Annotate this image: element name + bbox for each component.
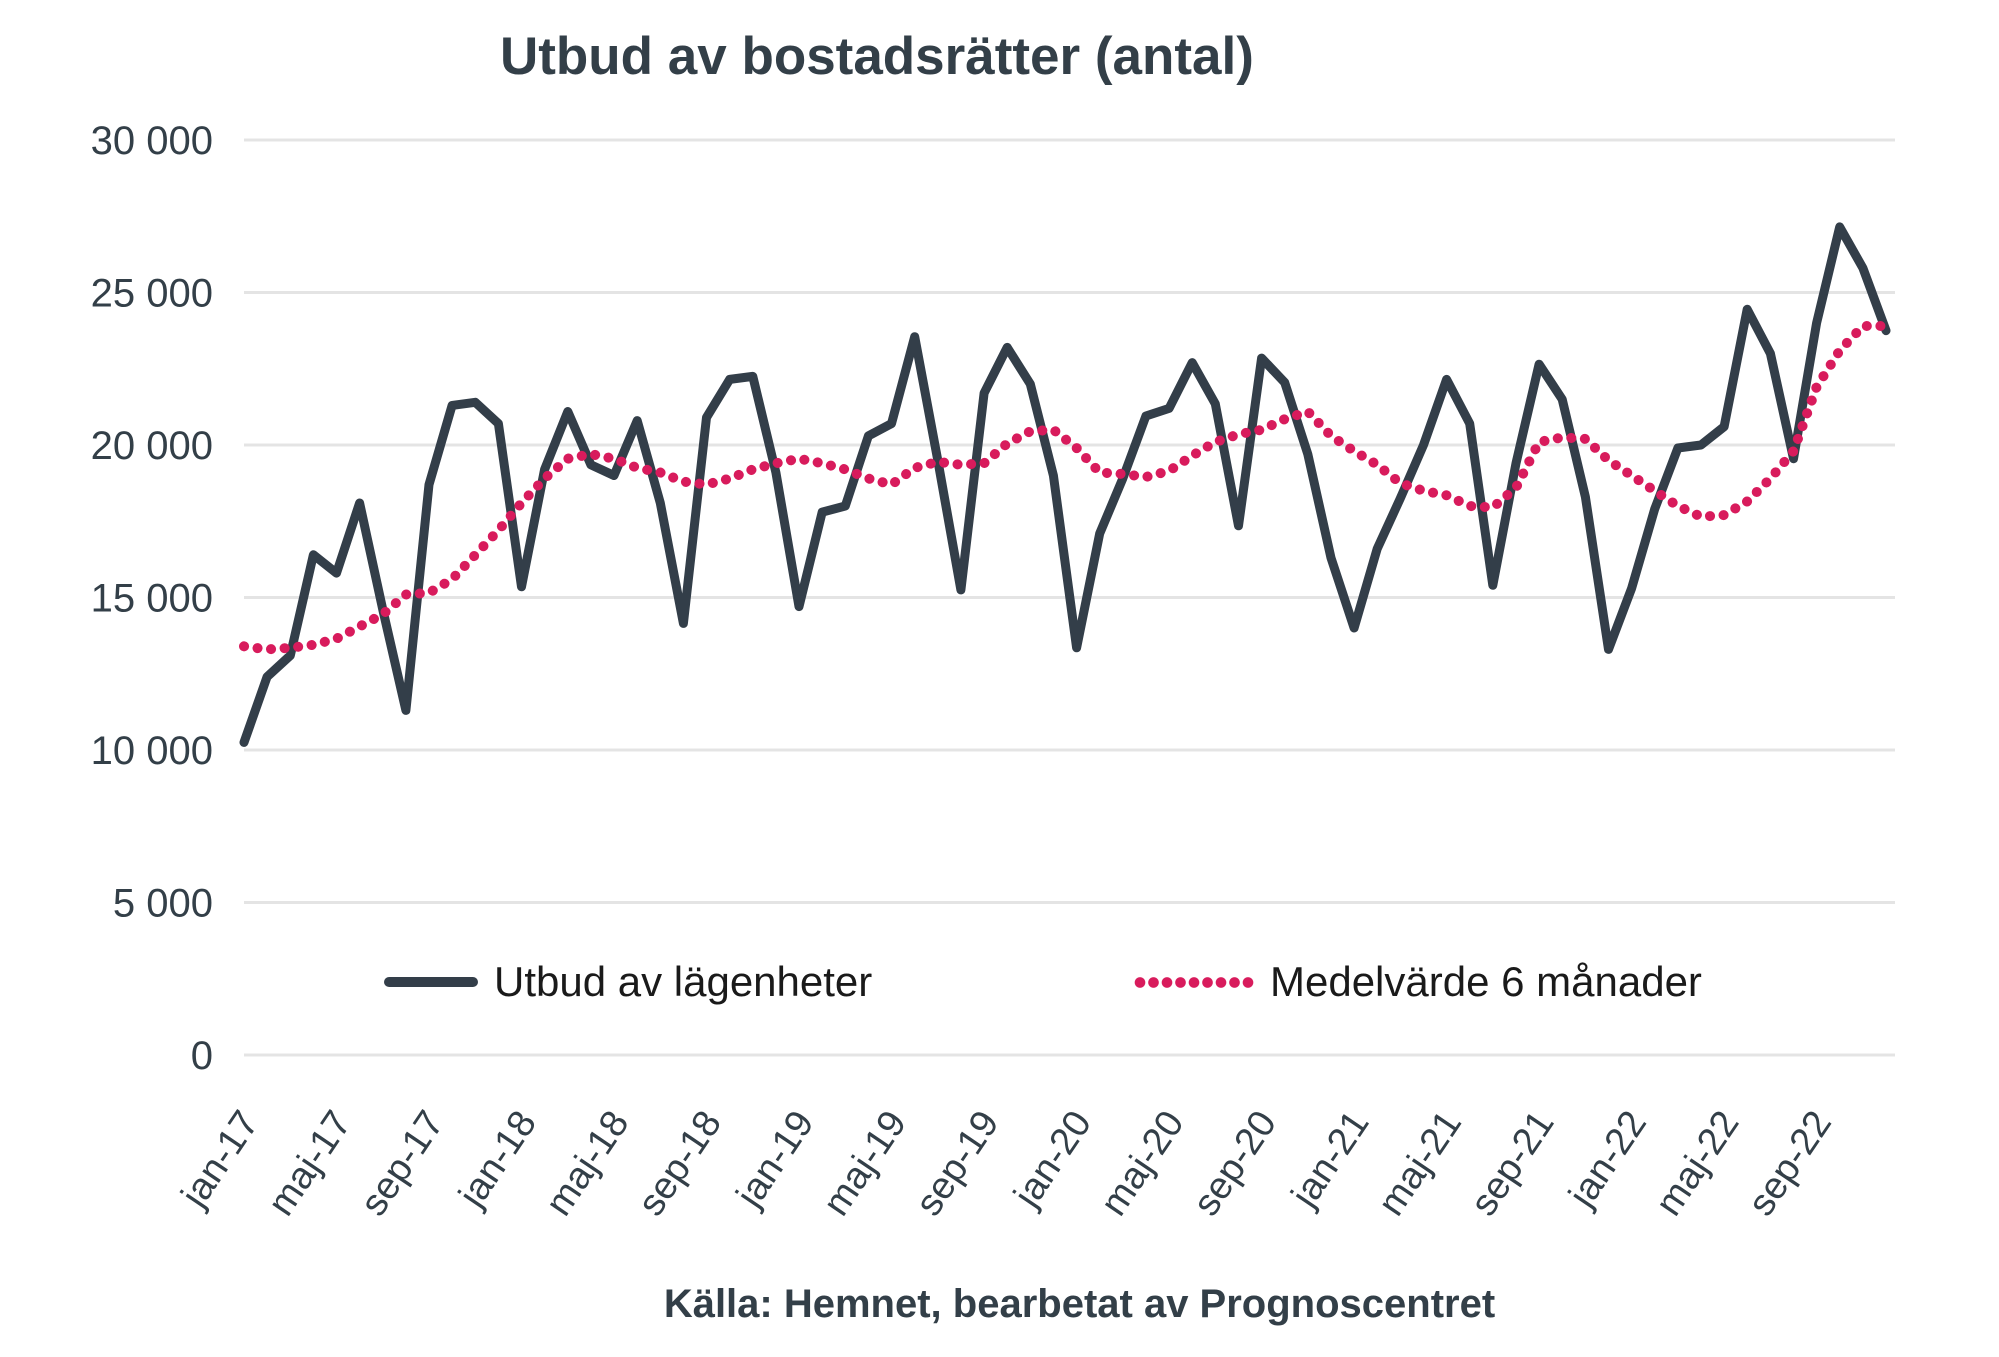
x-tick-label-maj-20: maj-20	[1093, 1104, 1193, 1224]
y-tick-label-30000: 30 000	[91, 119, 213, 163]
x-tick-label-maj-18: maj-18	[538, 1104, 638, 1224]
y-tick-label-25000: 25 000	[91, 272, 213, 316]
x-tick-label-maj-22: maj-22	[1648, 1104, 1748, 1224]
x-tick-label-maj-19: maj-19	[815, 1104, 915, 1224]
y-tick-label-10000: 10 000	[91, 729, 213, 773]
y-tick-label-5000: 5 000	[113, 882, 213, 926]
x-tick-label-sep-18: sep-18	[630, 1104, 730, 1224]
legend-item-medelvarde: Medelvärde 6 månader	[1134, 952, 1702, 1012]
x-tick-label-maj-21: maj-21	[1370, 1104, 1470, 1224]
x-tick-label-sep-17: sep-17	[353, 1104, 453, 1224]
x-tick-label-jan-20: jan-20	[1006, 1104, 1100, 1216]
series-medelvarde	[239, 321, 1891, 655]
chart-title: Utbud av bostadsrätter (antal)	[500, 27, 1254, 86]
x-tick-label-sep-19: sep-19	[908, 1104, 1008, 1224]
x-tick-label-jan-17: jan-17	[173, 1104, 267, 1216]
x-tick-label-sep-21: sep-21	[1463, 1104, 1563, 1224]
legend-solid-line-swatch	[384, 977, 478, 987]
x-tick-label-jan-18: jan-18	[451, 1104, 545, 1216]
y-tick-label-0: 0	[191, 1034, 213, 1078]
x-tick-label-maj-17: maj-17	[260, 1104, 360, 1224]
y-tick-label-20000: 20 000	[91, 424, 213, 468]
x-tick-label-jan-21: jan-21	[1283, 1104, 1377, 1216]
legend-label-utbud: Utbud av lägenheter	[494, 958, 873, 1005]
x-tick-label-sep-20: sep-20	[1185, 1104, 1285, 1224]
x-tick-label-jan-19: jan-19	[728, 1104, 822, 1216]
legend-item-utbud: Utbud av lägenheter	[384, 952, 872, 1012]
x-tick-label-sep-22: sep-22	[1740, 1104, 1840, 1224]
series-utbud	[239, 222, 1891, 747]
source-note: Källa: Hemnet, bearbetat av Prognoscentr…	[663, 1282, 1496, 1326]
y-tick-label-15000: 15 000	[91, 577, 213, 621]
x-tick-label-jan-22: jan-22	[1561, 1104, 1655, 1216]
legend-dotted-line-swatch	[1134, 976, 1256, 988]
legend-label-medelvarde: Medelvärde 6 månader	[1270, 958, 1702, 1005]
